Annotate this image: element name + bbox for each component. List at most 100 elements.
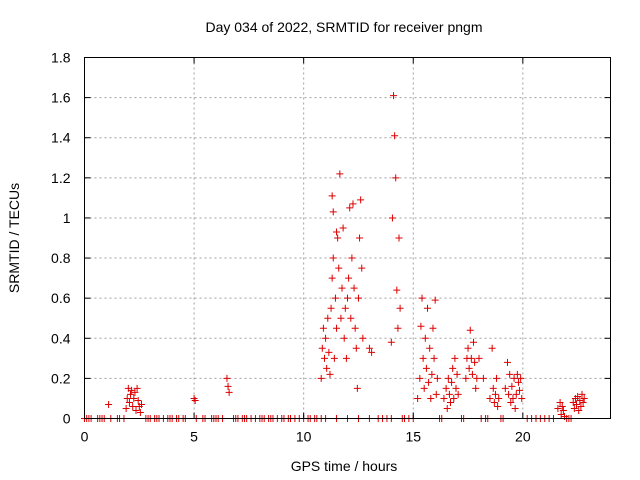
data-point-marker — [393, 286, 401, 294]
y-tick-label: 0.2 — [51, 370, 71, 386]
data-point-marker — [357, 196, 365, 204]
data-point-marker — [511, 404, 519, 412]
data-point-marker — [330, 354, 338, 362]
data-point-marker — [353, 384, 361, 392]
y-tick-label: 1.6 — [51, 90, 71, 106]
data-point-marker — [359, 334, 367, 342]
data-point-marker — [451, 354, 459, 362]
chart-title: Day 034 of 2022, SRMTID for receiver png… — [205, 19, 482, 35]
data-point-marker — [130, 394, 138, 402]
data-point-marker — [348, 254, 356, 262]
data-point-marker — [346, 204, 354, 212]
y-tick-label: 1 — [63, 210, 71, 226]
data-point-marker — [417, 322, 425, 330]
data-point-marker — [453, 370, 461, 378]
data-point-marker — [454, 390, 462, 398]
data-point-marker — [342, 354, 350, 362]
data-point-marker — [416, 374, 424, 382]
data-point-marker — [326, 370, 334, 378]
data-point-marker — [365, 344, 373, 352]
data-point-marker — [123, 394, 131, 402]
data-point-marker — [387, 338, 395, 346]
x-tick-label: 15 — [405, 429, 421, 445]
x-axis-label: GPS time / hours — [291, 458, 398, 474]
data-point-marker — [392, 174, 400, 182]
data-point-marker — [505, 390, 513, 398]
data-point-marker — [418, 294, 426, 302]
data-point-marker — [329, 254, 337, 262]
data-point-marker — [426, 344, 434, 352]
data-point-marker — [191, 396, 199, 404]
data-point-marker — [394, 324, 402, 332]
data-point-marker — [419, 354, 427, 362]
data-point-marker — [574, 392, 582, 400]
data-point-marker — [465, 364, 473, 372]
data-point-marker — [325, 348, 333, 356]
data-point-marker — [414, 394, 422, 402]
data-point-marker — [345, 274, 353, 282]
data-point-marker — [490, 398, 498, 406]
data-point-marker — [501, 384, 509, 392]
data-point-marker — [350, 284, 358, 292]
data-point-marker — [354, 294, 362, 302]
x-tick-label: 20 — [515, 429, 531, 445]
y-tick-label: 0 — [63, 411, 71, 427]
data-point-marker — [518, 394, 526, 402]
data-point-marker — [579, 398, 587, 406]
data-point-marker — [517, 374, 525, 382]
data-point-marker — [445, 390, 453, 398]
y-tick-label: 0.8 — [51, 250, 71, 266]
data-point-marker — [328, 274, 336, 282]
data-point-marker — [559, 406, 567, 414]
data-point-marker — [421, 334, 429, 342]
data-point-marker — [444, 374, 452, 382]
plot-frame — [84, 57, 611, 419]
y-tick-label: 1.8 — [51, 50, 71, 66]
data-point-marker — [318, 344, 326, 352]
data-point-marker — [340, 334, 348, 342]
data-point-marker — [358, 264, 366, 272]
data-point-marker — [125, 398, 133, 406]
data-point-marker — [464, 344, 472, 352]
data-point-marker — [420, 384, 428, 392]
data-point-marker — [428, 370, 436, 378]
data-point-marker — [580, 394, 588, 402]
y-tick-label: 1.4 — [51, 130, 71, 146]
data-point-marker — [556, 398, 564, 406]
axis-ticks: 0 0.2 0.4 0.6 0.8 1 1.2 1.4 1.6 1.8 0 5 10 15 20 — [51, 50, 611, 445]
data-point-marker — [422, 364, 430, 372]
data-point-marker — [448, 378, 456, 386]
data-point-marker — [334, 234, 342, 242]
data-point-marker — [508, 382, 516, 390]
data-point-marker — [432, 390, 440, 398]
data-points — [81, 92, 588, 422]
data-point-marker — [468, 370, 476, 378]
data-point-marker — [507, 398, 515, 406]
data-point-marker — [431, 296, 439, 304]
data-point-marker — [349, 200, 357, 208]
data-point-marker — [488, 344, 496, 352]
data-point-marker — [433, 374, 441, 382]
data-point-marker — [336, 170, 344, 178]
data-point-marker — [447, 398, 455, 406]
data-point-marker — [554, 404, 562, 412]
data-point-marker — [503, 358, 511, 366]
data-point-marker — [442, 384, 450, 392]
data-point-marker — [473, 374, 481, 382]
data-point-marker — [558, 402, 566, 410]
x-tick-label: 5 — [190, 429, 198, 445]
data-point-marker — [493, 374, 501, 382]
x-tick-label: 10 — [296, 429, 312, 445]
data-point-marker — [356, 234, 364, 242]
data-point-marker — [333, 228, 341, 236]
data-point-marker — [390, 92, 398, 100]
data-point-marker — [495, 394, 503, 402]
data-point-marker — [494, 402, 502, 410]
data-point-marker — [319, 324, 327, 332]
data-point-marker — [489, 384, 497, 392]
data-point-marker — [122, 404, 130, 412]
data-point-marker — [129, 402, 137, 410]
data-point-marker — [368, 348, 376, 356]
data-point-marker — [491, 390, 499, 398]
